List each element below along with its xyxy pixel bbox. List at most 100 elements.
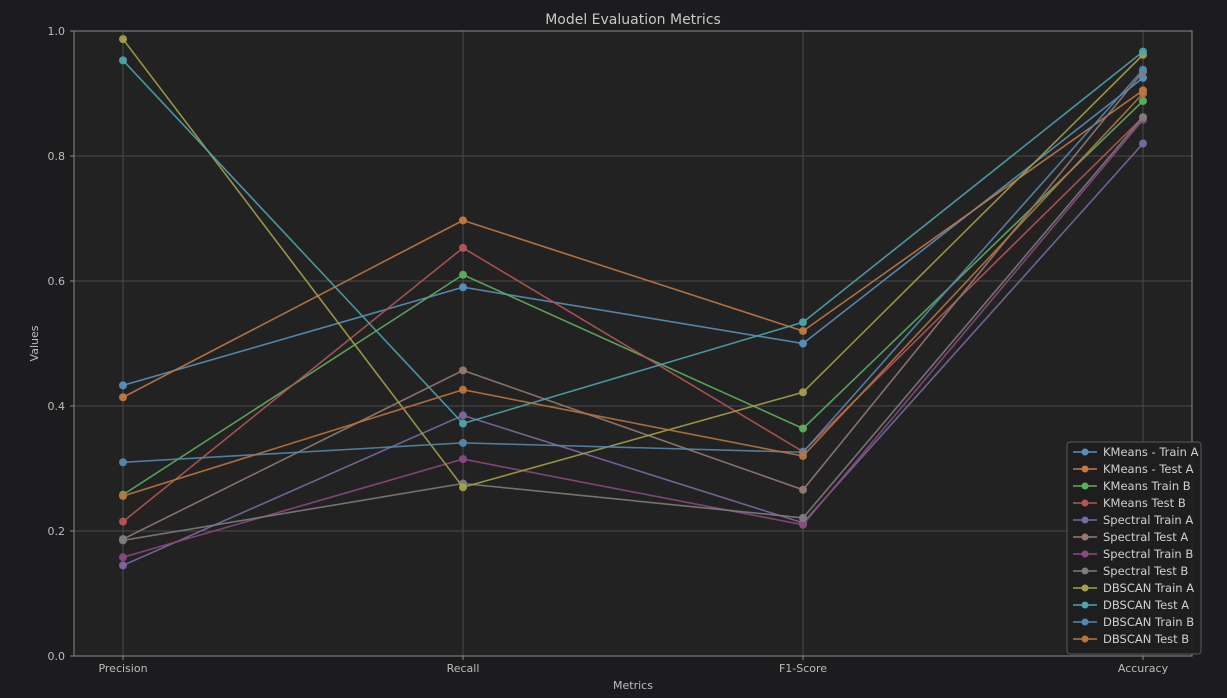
- series-line: [122, 89, 1144, 398]
- legend-swatch-marker: [1081, 584, 1089, 592]
- data-point: [459, 455, 467, 464]
- data-point: [119, 381, 127, 390]
- series-group: [119, 86, 1147, 402]
- series-group: [119, 89, 1147, 500]
- y-tick-label: 0.6: [48, 275, 66, 288]
- data-point: [459, 216, 467, 225]
- data-point: [799, 520, 807, 529]
- data-point: [799, 452, 807, 460]
- data-point: [799, 339, 807, 348]
- data-point: [1139, 65, 1147, 74]
- legend-label: DBSCAN Train A: [1103, 581, 1194, 595]
- legend-swatch-marker: [1081, 516, 1089, 524]
- legend-item: Spectral Train A: [1073, 513, 1193, 527]
- data-point: [459, 483, 467, 492]
- series-layer: [119, 35, 1147, 570]
- legend-label: DBSCAN Test A: [1103, 598, 1189, 612]
- data-point: [459, 366, 467, 375]
- data-point: [119, 458, 127, 467]
- data-point: [1139, 47, 1147, 56]
- series-line: [122, 116, 1144, 542]
- y-tick-label: 1.0: [48, 25, 66, 38]
- legend-swatch-marker: [1081, 465, 1089, 473]
- data-point: [119, 536, 127, 545]
- legend-swatch-marker: [1081, 550, 1089, 558]
- data-point: [119, 553, 127, 562]
- data-point: [119, 393, 127, 402]
- legend-label: DBSCAN Test B: [1103, 632, 1189, 646]
- legend-swatch-marker: [1081, 601, 1089, 609]
- legend-item: KMeans Train B: [1073, 479, 1191, 493]
- legend-item: DBSCAN Train A: [1073, 581, 1194, 595]
- series-line: [122, 119, 1144, 559]
- legend-item: KMeans - Train A: [1073, 445, 1199, 459]
- data-point: [799, 513, 807, 522]
- legend-item: Spectral Test B: [1073, 564, 1188, 578]
- data-point: [119, 492, 127, 500]
- legend-item: DBSCAN Test A: [1073, 598, 1189, 612]
- data-point: [799, 327, 807, 335]
- data-point: [799, 424, 807, 433]
- legend-box: [1066, 441, 1202, 655]
- series-line: [122, 71, 1144, 540]
- data-point: [799, 318, 807, 327]
- legend-swatch-marker: [1081, 448, 1089, 456]
- y-tick-label: 0.4: [48, 400, 66, 413]
- x-axis-title: Metrics: [613, 679, 653, 692]
- data-point: [799, 485, 807, 494]
- series-line: [122, 69, 1144, 464]
- legend-label: KMeans Test B: [1103, 496, 1186, 510]
- y-tick-label: 0.8: [48, 150, 66, 163]
- series-line: [122, 116, 1144, 523]
- legend-item: Spectral Test A: [1073, 530, 1188, 544]
- data-point: [459, 283, 467, 292]
- plot-area: [74, 31, 1192, 656]
- data-point: [799, 388, 807, 397]
- x-tick-label: Recall: [447, 662, 480, 675]
- legend-label: Spectral Test B: [1103, 564, 1188, 578]
- legend-label: KMeans Train B: [1103, 479, 1191, 493]
- data-point: [1139, 139, 1147, 148]
- legend-swatch-marker: [1081, 618, 1089, 626]
- plot-background: [74, 31, 1192, 656]
- legend-label: Spectral Train B: [1103, 547, 1193, 561]
- legend-label: Spectral Train A: [1103, 513, 1193, 527]
- series-group: [119, 113, 1147, 545]
- legend-item: DBSCAN Test B: [1073, 632, 1189, 646]
- data-point: [459, 438, 467, 447]
- legend-swatch-marker: [1081, 482, 1089, 490]
- legend-item: DBSCAN Train B: [1073, 615, 1194, 629]
- x-tick-label: Precision: [98, 662, 147, 675]
- series-group: [119, 47, 1147, 428]
- series-line: [122, 50, 1144, 425]
- legend-label: DBSCAN Train B: [1103, 615, 1194, 629]
- legend: KMeans - Train A KMeans - Test A KMeans Tr…: [1066, 441, 1202, 655]
- axes-frame: [73, 30, 1193, 657]
- data-point: [119, 561, 127, 570]
- legend-label: Spectral Test A: [1103, 530, 1188, 544]
- data-point: [1139, 97, 1147, 105]
- data-point: [119, 56, 127, 65]
- data-point: [119, 517, 127, 526]
- data-point: [459, 411, 467, 420]
- data-point: [459, 243, 467, 252]
- y-axis-title: Values: [28, 325, 41, 361]
- legend-label: KMeans - Train A: [1103, 445, 1199, 459]
- y-tick-label: 0.2: [48, 525, 66, 538]
- x-tick-label: F1-Score: [779, 662, 827, 675]
- legend-item: KMeans - Test A: [1073, 462, 1194, 476]
- legend-item: Spectral Train B: [1073, 547, 1193, 561]
- data-point: [1139, 73, 1147, 82]
- data-point: [119, 35, 127, 44]
- series-line: [122, 38, 1144, 489]
- series-line: [122, 92, 1144, 497]
- data-point: [1139, 89, 1147, 98]
- data-point: [1139, 113, 1147, 122]
- data-point: [459, 270, 467, 279]
- series-line: [122, 142, 1144, 567]
- data-point: [459, 385, 467, 394]
- legend-label: KMeans - Test A: [1103, 462, 1194, 476]
- chart-title: Model Evaluation Metrics: [545, 12, 721, 28]
- legend-item: KMeans Test B: [1073, 496, 1186, 510]
